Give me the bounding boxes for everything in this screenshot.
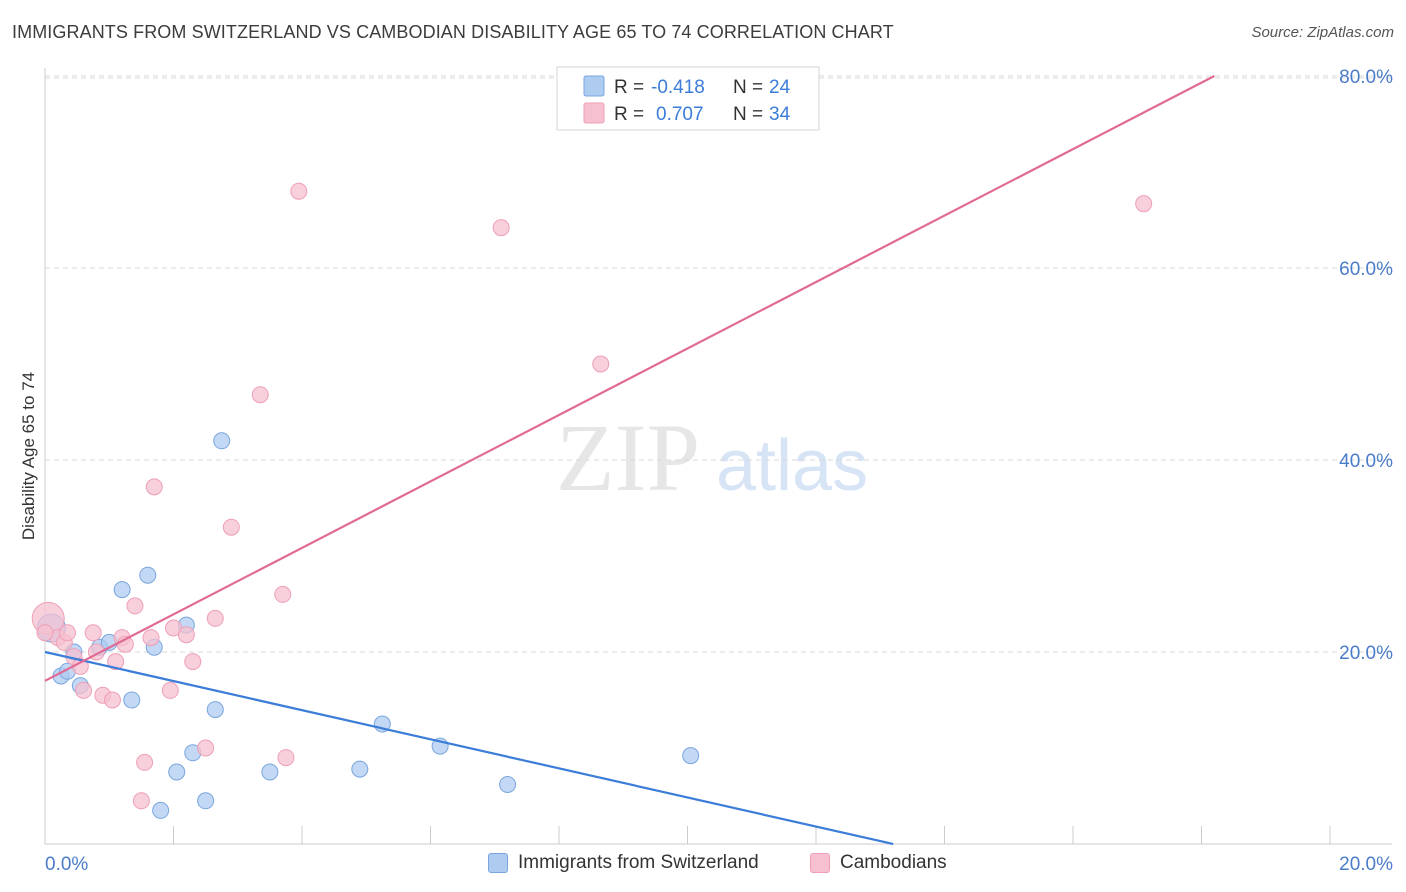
- point-cambodian: [126, 597, 144, 615]
- point-switzerland: [123, 691, 141, 709]
- y-tick-label: 20.0%: [1339, 643, 1393, 664]
- source-label: Source: ZipAtlas.com: [1251, 24, 1394, 41]
- legend-swatch-blue: [583, 75, 605, 97]
- point-cambodian: [161, 681, 179, 699]
- point-switzerland: [168, 763, 186, 781]
- point-switzerland: [152, 801, 170, 819]
- legend-bottom: Immigrants from Switzerland Cambodians: [0, 852, 1406, 876]
- point-cambodian: [136, 753, 154, 771]
- watermark-zip: ZIP: [556, 404, 700, 511]
- axes: [44, 68, 1392, 845]
- point-switzerland: [206, 701, 224, 719]
- x-tick-label: 0.0%: [45, 854, 88, 875]
- point-cambodian: [103, 691, 121, 709]
- point-switzerland: [197, 792, 215, 810]
- legend-r-value: -0.418: [651, 77, 705, 98]
- legend-item-switzerland: Immigrants from Switzerland: [488, 852, 759, 874]
- point-cambodian: [277, 749, 295, 767]
- point-cambodian: [290, 182, 308, 200]
- legend-top: R = -0.418 N = 24 R = 0.707 N = 34: [556, 66, 820, 131]
- axis-labels: 20.0% 40.0% 60.0% 80.0% 0.0% 20.0%: [45, 67, 1393, 875]
- point-cambodian: [197, 739, 215, 757]
- point-cambodian: [184, 653, 202, 671]
- y-tick-label: 40.0%: [1339, 451, 1393, 472]
- point-cambodian: [58, 624, 76, 642]
- point-cambodian: [222, 518, 240, 536]
- trend-line-cambodian: [44, 75, 1215, 682]
- trend-lines: [44, 75, 1215, 846]
- point-switzerland: [213, 432, 231, 450]
- x-tick-label: 20.0%: [1339, 854, 1393, 875]
- legend-r-value: 0.707: [656, 104, 704, 125]
- point-cambodian: [75, 681, 93, 699]
- point-switzerland: [499, 775, 517, 793]
- chart-title: IMMIGRANTS FROM SWITZERLAND VS CAMBODIAN…: [12, 22, 894, 42]
- point-cambodian: [492, 219, 510, 237]
- point-switzerland: [113, 581, 131, 599]
- point-switzerland: [139, 566, 157, 584]
- data-points: [31, 182, 1153, 819]
- point-cambodian: [142, 629, 160, 647]
- gridlines: [45, 75, 1392, 653]
- legend-label: Cambodians: [840, 852, 947, 873]
- point-cambodian: [107, 653, 125, 671]
- legend-n-value: 34: [769, 104, 791, 125]
- point-cambodian: [132, 792, 150, 810]
- point-cambodian: [274, 585, 292, 603]
- point-cambodian: [251, 386, 269, 404]
- legend-label: Immigrants from Switzerland: [518, 852, 759, 873]
- point-cambodian: [206, 609, 224, 627]
- legend-n-value: 24: [769, 77, 791, 98]
- legend-r-label: R =: [614, 77, 644, 98]
- point-cambodian: [592, 355, 610, 373]
- y-tick-label: 80.0%: [1339, 67, 1393, 88]
- legend-r-label: R =: [614, 104, 644, 125]
- point-cambodian: [84, 624, 102, 642]
- legend-n-label: N =: [733, 104, 763, 125]
- y-tick-label: 60.0%: [1339, 259, 1393, 280]
- point-switzerland: [261, 763, 279, 781]
- point-cambodian: [177, 626, 195, 644]
- legend-swatch-pink: [583, 102, 605, 124]
- trend-line-switzerland: [44, 650, 894, 846]
- watermark-atlas: atlas: [716, 426, 868, 506]
- legend-item-cambodians: Cambodians: [810, 852, 947, 874]
- point-cambodian: [1135, 195, 1153, 213]
- point-switzerland: [682, 747, 700, 765]
- point-cambodian: [145, 478, 163, 496]
- point-cambodian: [36, 624, 54, 642]
- legend-swatch-pink: [810, 853, 830, 873]
- legend-swatch-blue: [488, 853, 508, 873]
- y-axis-label: Disability Age 65 to 74: [19, 372, 38, 540]
- legend-n-label: N =: [733, 77, 763, 98]
- point-switzerland: [351, 760, 369, 778]
